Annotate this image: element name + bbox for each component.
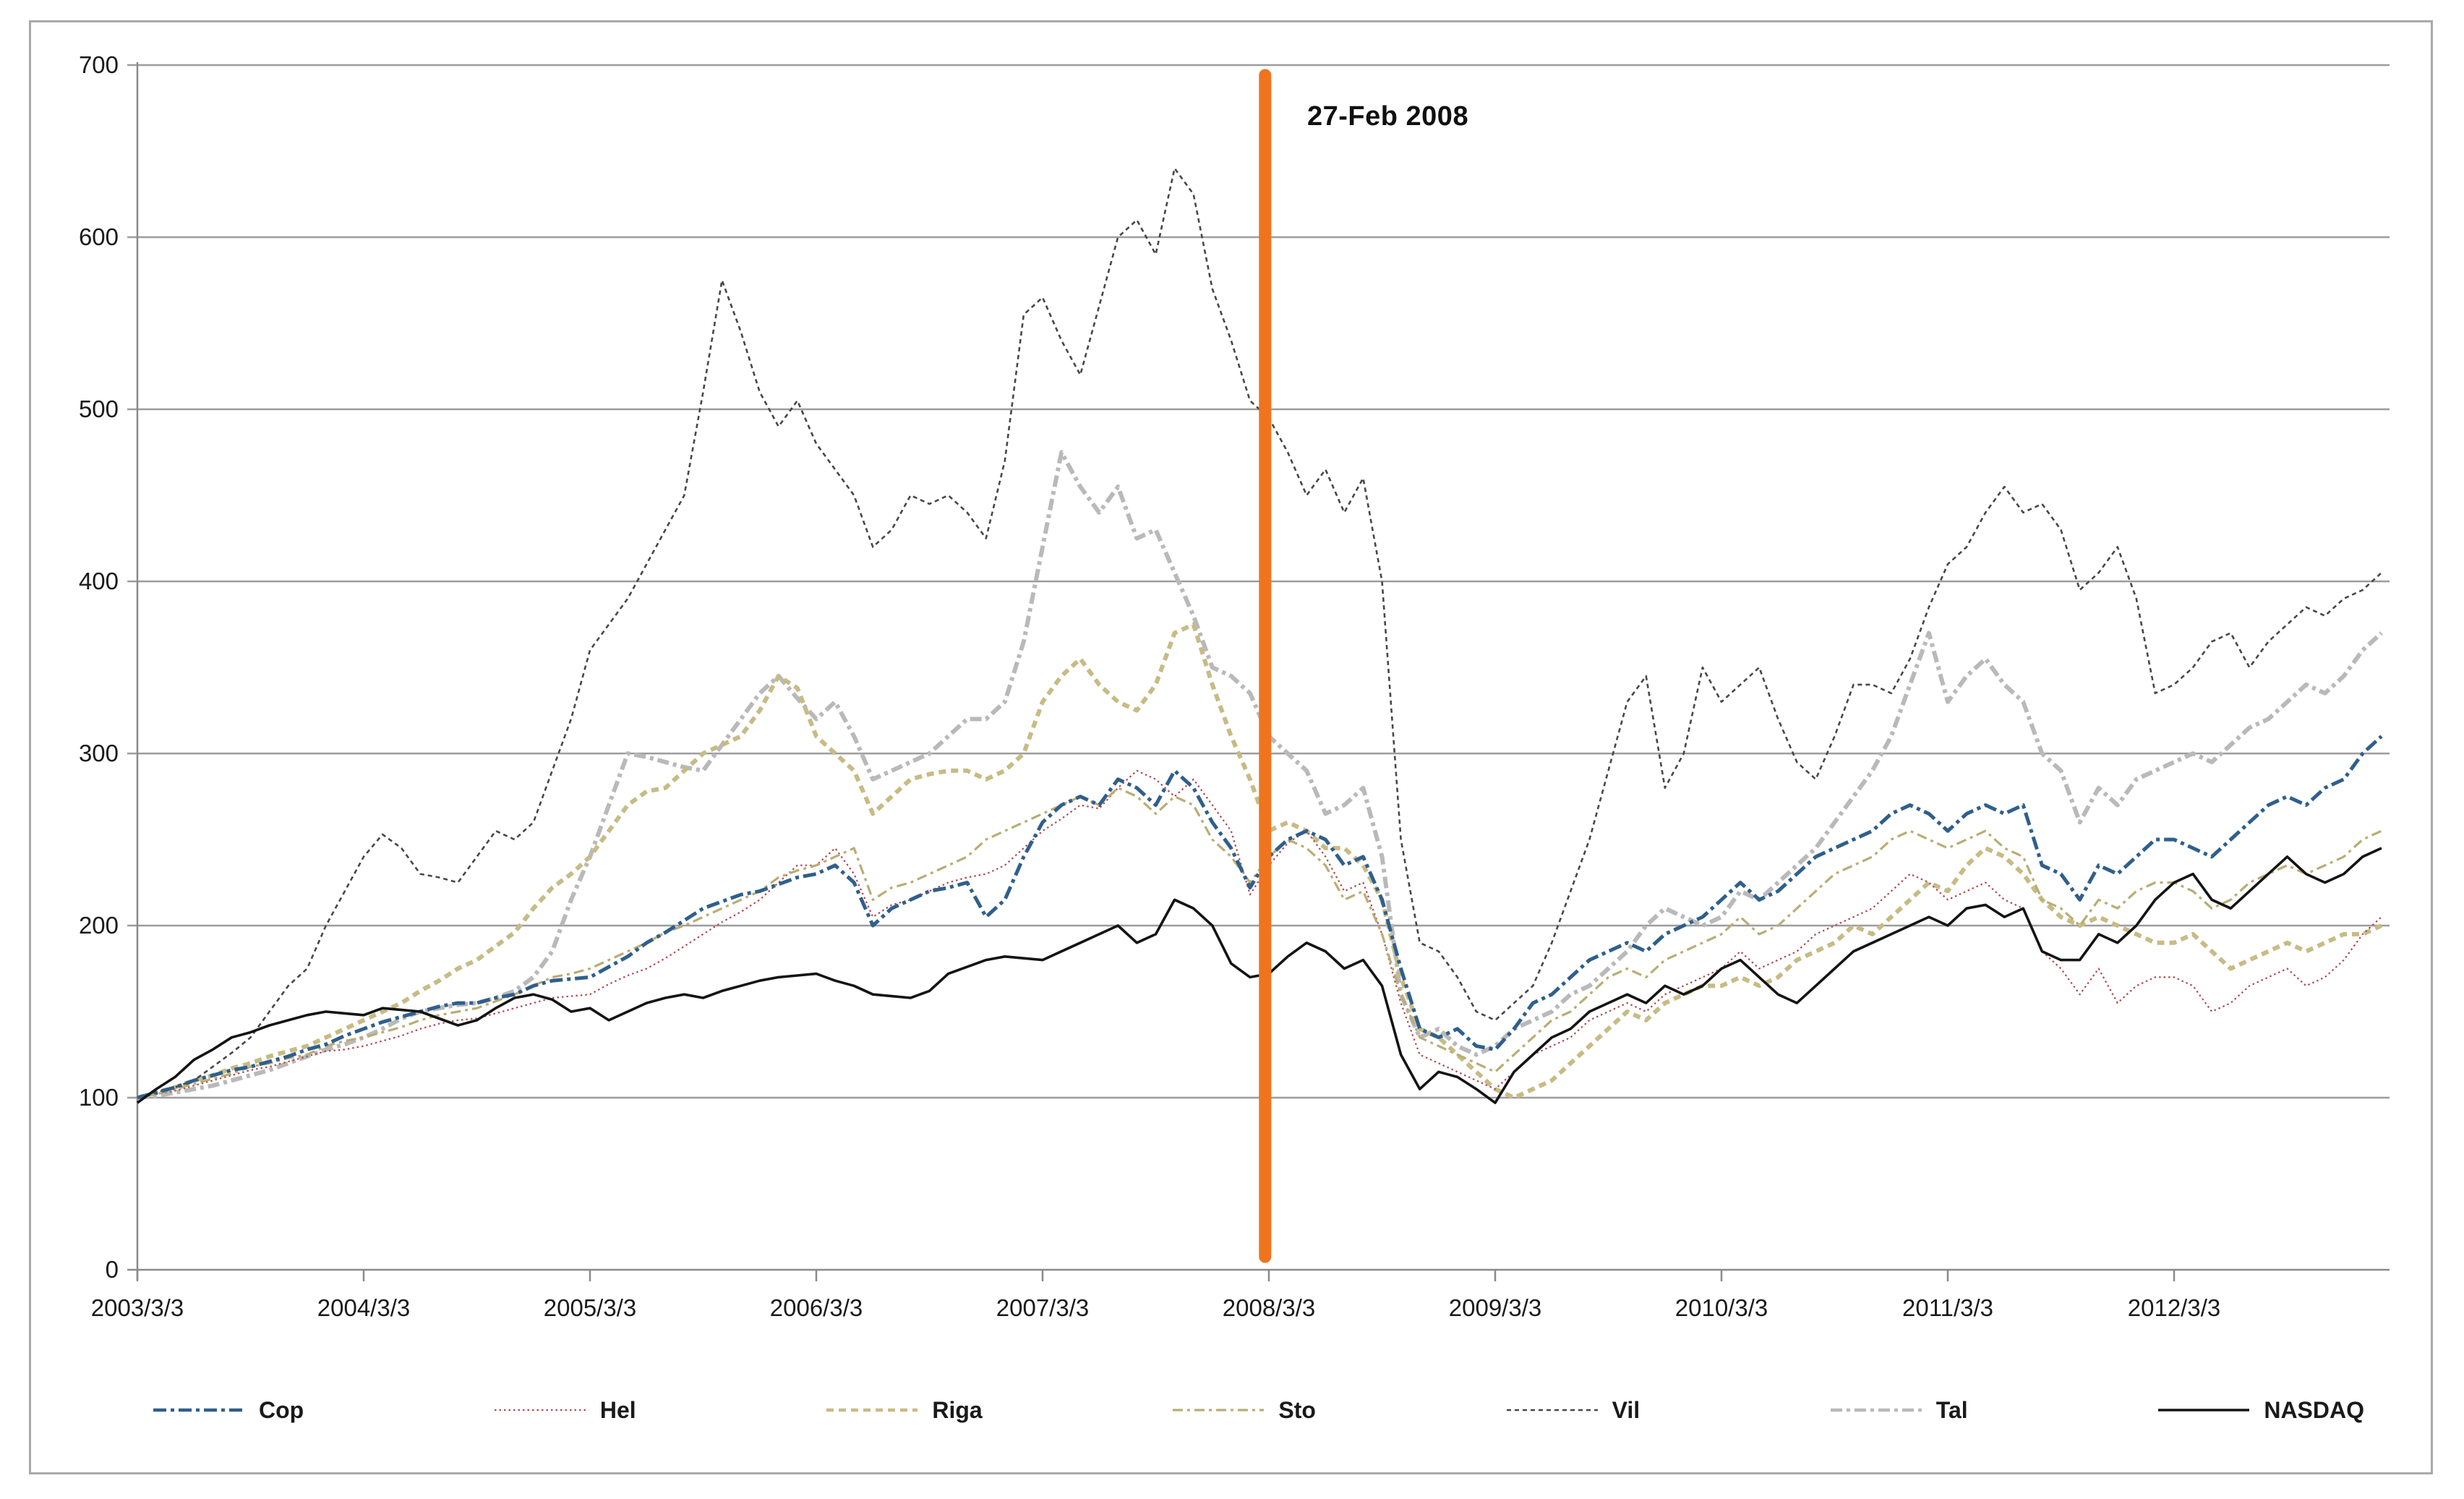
legend-item-tal: Tal <box>1829 1397 1968 1424</box>
legend-label-riga: Riga <box>932 1396 983 1423</box>
x-tick-label-8: 2011/3/3 <box>1902 1294 1994 1321</box>
y-tick-label-700: 700 <box>78 51 119 78</box>
figure-border <box>29 20 2433 1474</box>
series-line-riga <box>137 622 2383 1100</box>
x-tick-label-9: 2012/3/3 <box>2127 1294 2221 1321</box>
legend-marker-sto-icon <box>1173 1409 1265 1412</box>
y-tick-label-600: 600 <box>78 223 119 250</box>
chart-legend: Cop Hel Riga Sto Vil Tal NASDAQ <box>152 1378 2364 1443</box>
legend-item-nasdaq: NASDAQ <box>2157 1397 2364 1424</box>
x-tick-label-1: 2004/3/3 <box>317 1294 411 1321</box>
series-line-cop <box>137 735 2383 1100</box>
legend-label-nasdaq: NASDAQ <box>2264 1396 2364 1423</box>
x-tick-label-6: 2009/3/3 <box>1448 1294 1542 1321</box>
series-line-hel <box>137 769 2382 1099</box>
legend-marker-tal-icon <box>1830 1408 1922 1412</box>
y-tick-label-400: 400 <box>78 568 119 594</box>
y-tick-label-0: 0 <box>105 1256 119 1283</box>
legend-item-hel: Hel <box>493 1397 636 1424</box>
legend-item-riga: Riga <box>825 1396 983 1424</box>
x-tick-label-4: 2007/3/3 <box>996 1294 1090 1321</box>
legend-label-tal: Tal <box>1935 1396 1968 1423</box>
y-tick-label-100: 100 <box>78 1084 119 1111</box>
y-tick-label-500: 500 <box>78 396 119 422</box>
y-tick-label-200: 200 <box>78 912 119 939</box>
legend-marker-riga-icon <box>826 1408 918 1412</box>
x-tick-label-0: 2003/3/3 <box>90 1294 184 1321</box>
legend-label-cop: Cop <box>259 1396 304 1423</box>
x-tick-label-3: 2006/3/3 <box>769 1294 863 1321</box>
legend-item-sto: Sto <box>1171 1397 1316 1424</box>
legend-item-vil: Vil <box>1505 1397 1640 1424</box>
x-tick-label-5: 2008/3/3 <box>1222 1294 1316 1321</box>
legend-marker-cop-icon <box>153 1408 244 1412</box>
legend-marker-hel-icon <box>494 1409 586 1412</box>
legend-label-sto: Sto <box>1278 1396 1316 1423</box>
legend-marker-nasdaq-icon <box>2158 1409 2250 1412</box>
x-tick-label-2: 2005/3/3 <box>543 1294 637 1321</box>
y-tick-label-300: 300 <box>78 740 119 766</box>
legend-label-vil: Vil <box>1612 1396 1640 1423</box>
legend-marker-vil-icon <box>1506 1409 1598 1412</box>
legend-item-cop: Cop <box>152 1397 304 1424</box>
x-tick-label-7: 2010/3/3 <box>1674 1294 1768 1321</box>
event-date-annotation: 27-Feb 2008 <box>1307 101 1469 132</box>
legend-label-hel: Hel <box>599 1396 636 1423</box>
